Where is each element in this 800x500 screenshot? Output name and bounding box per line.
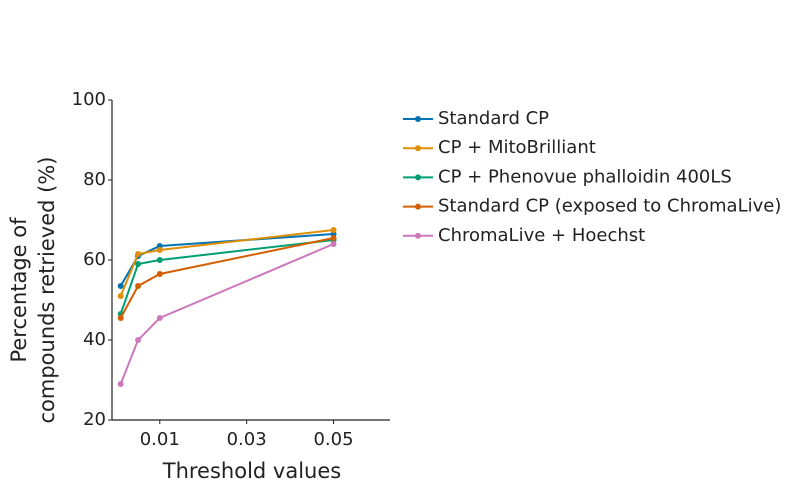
y-tick-label: 80 [83,169,106,190]
data-point [156,247,163,253]
legend-marker [415,174,421,181]
y-tick-label: 40 [83,329,106,350]
data-point [135,251,142,257]
data-point [117,283,124,289]
data-point [330,241,337,247]
data-point [156,257,163,263]
series-line [119,239,334,315]
legend-label: ChromaLive + Hoechst [438,225,645,246]
legend-marker [415,116,421,122]
x-tick-label: 0.03 [227,429,267,450]
data-point [330,235,337,241]
y-tick-label: 100 [72,89,106,110]
data-point [117,381,124,387]
y-axis-label: compounds retrieved (%) [35,156,59,423]
data-point [156,271,163,277]
legend-label: CP + Phenovue phalloidin 400LS [438,166,732,187]
data-point [117,315,124,321]
x-tick-label: 0.05 [313,429,353,450]
data-point [135,337,142,343]
legend-marker [415,203,421,210]
series-line [119,229,334,297]
x-tick-label: 0.01 [140,429,180,450]
data-point [330,227,337,233]
data-point [135,283,142,289]
x-axis-label: Threshold values [162,459,341,483]
data-point [117,293,124,299]
legend-marker [415,232,421,239]
data-point [156,315,163,321]
legend-label: Standard CP [438,108,549,129]
y-tick-label: 20 [83,409,106,430]
y-tick-label: 60 [83,249,106,270]
legend-label: CP + MitoBrilliant [438,137,596,158]
series-line [119,237,334,319]
series-line [119,243,334,385]
legend-label: Standard CP (exposed to ChromaLive) [438,196,781,217]
legend-marker [415,145,421,152]
y-axis-label: Percentage of [7,217,31,363]
data-point [135,261,142,267]
